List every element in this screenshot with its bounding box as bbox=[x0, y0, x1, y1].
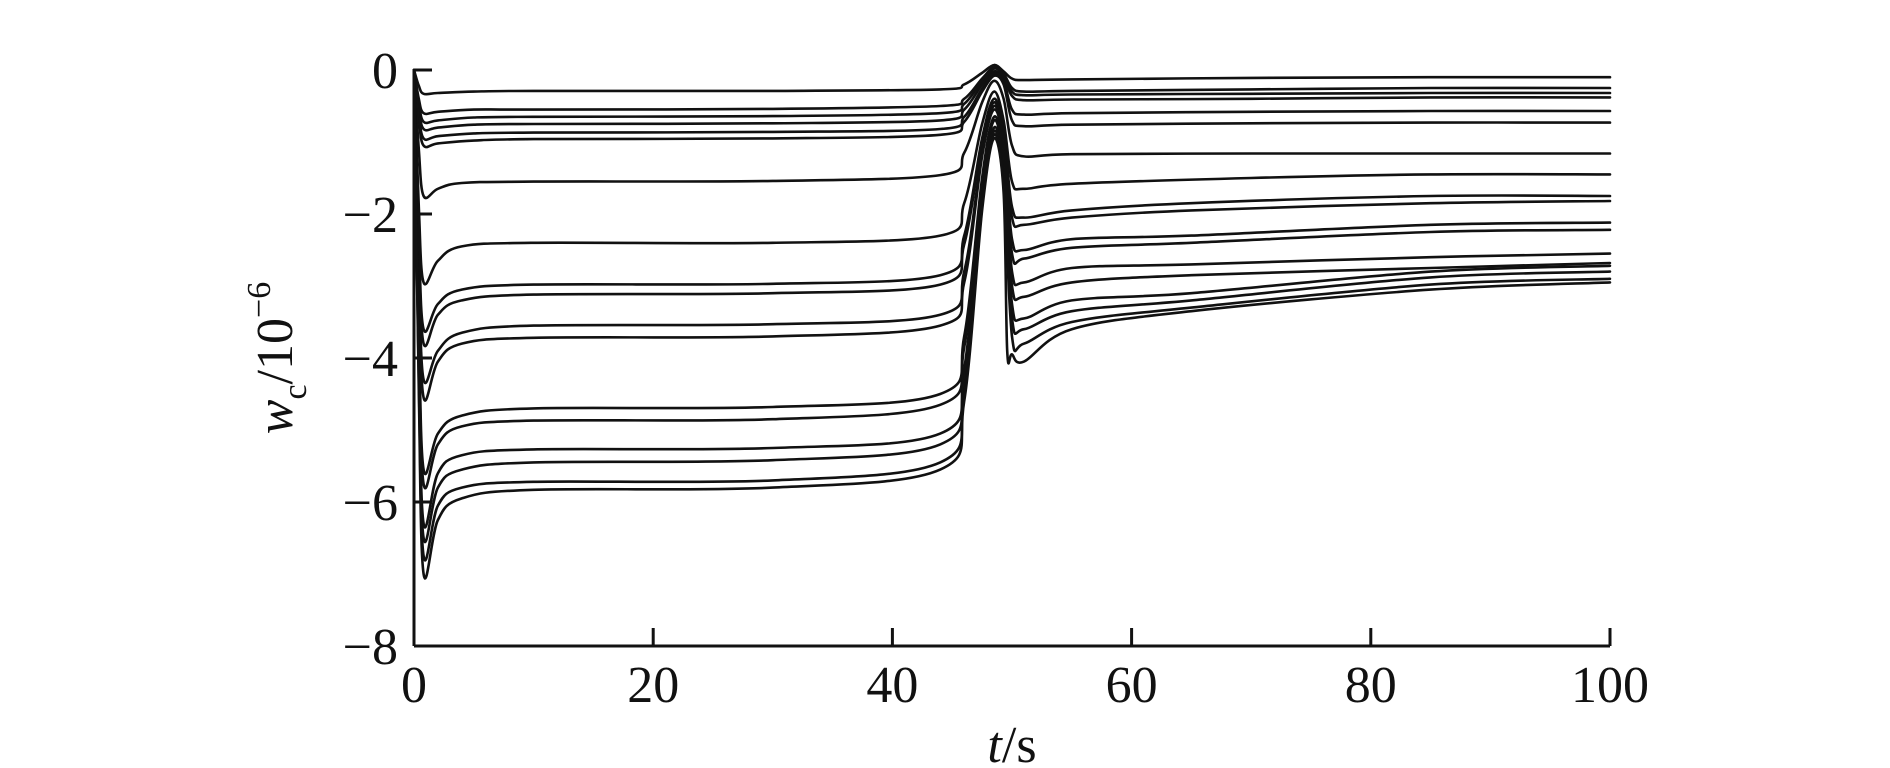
x-tick-label: 100 bbox=[1571, 657, 1649, 714]
x-axis-label: t/s bbox=[987, 717, 1036, 768]
series-line-12 bbox=[412, 68, 1612, 402]
series-line-10 bbox=[412, 68, 1612, 348]
series-line-16 bbox=[412, 68, 1612, 544]
series-line-6 bbox=[412, 68, 1612, 149]
y-axis-label: wc/10−6 bbox=[241, 282, 314, 434]
x-tick-label: 40 bbox=[866, 657, 918, 714]
series-line-13 bbox=[412, 68, 1612, 475]
x-axis-label-variable: t bbox=[987, 717, 1003, 768]
y-tick-label: −4 bbox=[343, 331, 398, 388]
series-line-1 bbox=[412, 63, 1612, 96]
y-tick-label: 0 bbox=[372, 43, 398, 100]
ticks: 0 20 40 60 80 100 0 −2 −4 −6 −8 bbox=[343, 43, 1649, 714]
series-line-18 bbox=[412, 68, 1612, 580]
series-line-7 bbox=[412, 68, 1612, 200]
y-axis-label-exponent: −6 bbox=[241, 282, 278, 318]
series-line-14 bbox=[412, 68, 1612, 490]
x-tick-label: 20 bbox=[627, 657, 679, 714]
series-line-3 bbox=[412, 67, 1612, 125]
x-tick-label: 0 bbox=[401, 657, 427, 714]
x-axis-label-unit: /s bbox=[1002, 717, 1037, 768]
x-tick-label: 80 bbox=[1345, 657, 1397, 714]
y-axis-label-unit: /10 bbox=[247, 318, 304, 384]
y-axis-label-subscript: c bbox=[277, 384, 314, 399]
y-tick-label: −2 bbox=[343, 187, 398, 244]
series-layer bbox=[412, 63, 1612, 580]
y-tick-label: −6 bbox=[343, 475, 398, 532]
axes bbox=[412, 70, 1610, 648]
series-line-4 bbox=[412, 68, 1612, 132]
y-axis-label-variable: w bbox=[247, 399, 304, 434]
series-line-2 bbox=[412, 65, 1612, 116]
series-line-5 bbox=[412, 68, 1612, 142]
x-tick-label: 60 bbox=[1106, 657, 1158, 714]
y-tick-label: −8 bbox=[343, 619, 398, 676]
series-line-8 bbox=[412, 68, 1612, 286]
